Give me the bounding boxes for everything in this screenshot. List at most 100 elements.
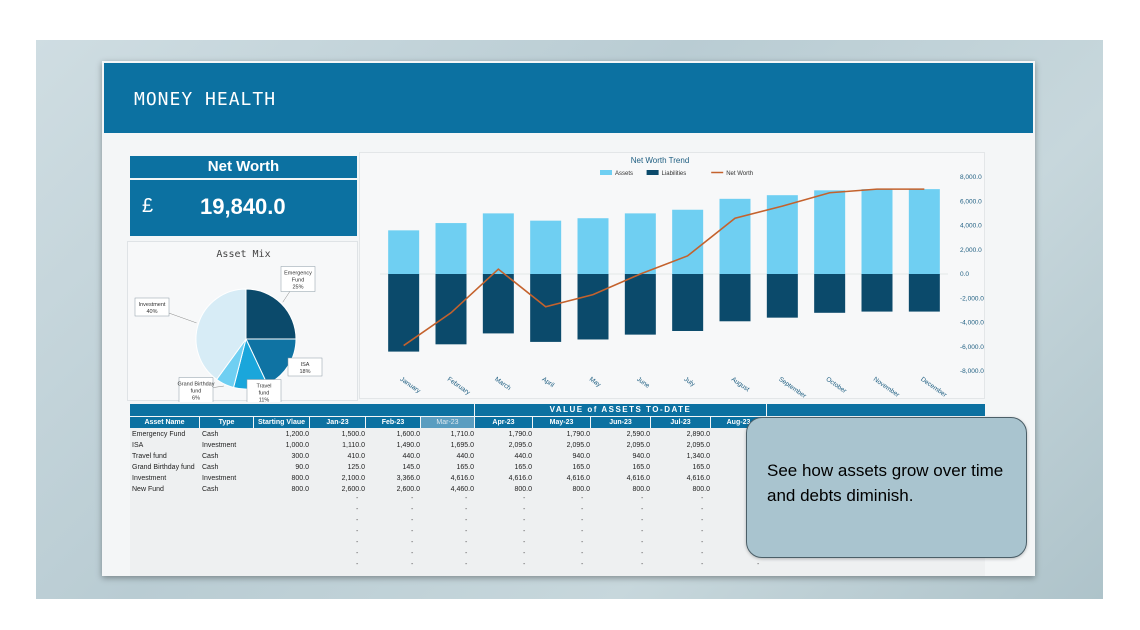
net-worth-value: 19,840.0: [200, 194, 286, 219]
column-header: Type: [200, 417, 253, 428]
empty-cell-marker: -: [701, 517, 704, 524]
empty-cell-marker: -: [411, 517, 414, 524]
liabilities-bar: [624, 274, 656, 335]
empty-cell-marker: -: [641, 528, 644, 535]
callout-box: See how assets grow over time and debts …: [746, 417, 1027, 558]
empty-cell-marker: -: [465, 517, 468, 524]
liabilities-bar: [482, 274, 514, 334]
column-header: Asset Name: [130, 417, 199, 428]
table-cell: New Fund: [132, 486, 164, 493]
empty-cell-marker: -: [581, 528, 584, 535]
table-cell: 1,200.0: [285, 431, 309, 438]
table-cell: 125.0: [347, 464, 365, 471]
table-cell: 1,110.0: [342, 442, 365, 449]
empty-cell-marker: -: [356, 506, 359, 513]
empty-cell-marker: -: [701, 506, 704, 513]
liabilities-bar: [719, 274, 751, 322]
pie-slice: [195, 288, 247, 381]
empty-cell-marker: -: [411, 506, 414, 513]
dashboard-sheet: MONEY HEALTH Net Worth £ 19,840.0 Asset …: [102, 61, 1035, 576]
empty-cell-marker: -: [701, 550, 704, 557]
banner-title: MONEY HEALTH: [134, 89, 277, 110]
empty-cell-marker: -: [523, 506, 526, 513]
column-header: Jan-23: [310, 417, 365, 428]
empty-cell-marker: -: [581, 539, 584, 546]
table-cell: 1,600.0: [396, 431, 420, 438]
table-cell: 4,616.0: [626, 475, 650, 482]
table-cell: 940.0: [632, 453, 650, 460]
x-tick-label: March: [493, 376, 512, 392]
empty-cell-marker: -: [701, 561, 704, 568]
empty-cell-marker: -: [356, 561, 359, 568]
table-cell: 4,616.0: [450, 475, 474, 482]
empty-cell-marker: -: [581, 495, 584, 502]
y-tick-label: -4,000.0: [960, 320, 984, 327]
table-cell: 1,710.0: [450, 431, 474, 438]
table-cell: 940.0: [572, 453, 590, 460]
table-cell: Emergency Fund: [132, 431, 186, 438]
empty-cell-marker: -: [356, 517, 359, 524]
x-tick-label: October: [825, 376, 849, 395]
table-cell: Investment: [202, 442, 237, 449]
empty-cell-marker: -: [701, 495, 704, 502]
table-cell: Cash: [202, 464, 219, 471]
table-cell: 1,695.0: [450, 442, 474, 449]
table-cell: 1,500.0: [341, 431, 365, 438]
table-cell: 800.0: [572, 486, 590, 493]
table-cell: 165.0: [456, 464, 474, 471]
liabilities-bar: [766, 274, 798, 318]
empty-cell-marker: -: [757, 561, 760, 568]
table-cell: 4,460.0: [450, 486, 474, 493]
column-header: May-23: [533, 417, 590, 428]
x-tick-label: January: [399, 376, 423, 395]
x-tick-label: February: [446, 376, 472, 397]
empty-cell-marker: -: [523, 517, 526, 524]
column-header: Jun-23: [591, 417, 650, 428]
empty-cell-marker: -: [411, 528, 414, 535]
empty-cell-marker: -: [523, 539, 526, 546]
table-cell: 440.0: [456, 453, 474, 460]
pie-label-box: [134, 297, 170, 317]
y-tick-label: -8,000.0: [960, 368, 984, 375]
assets-bar: [577, 218, 609, 274]
empty-cell-marker: -: [411, 495, 414, 502]
empty-cell-marker: -: [581, 517, 584, 524]
column-header: Aug-23: [711, 417, 766, 428]
assets-bar: [530, 220, 562, 274]
y-tick-label: -2,000.0: [960, 295, 984, 302]
liabilities-bar: [577, 274, 609, 340]
empty-cell-marker: -: [523, 528, 526, 535]
asset-mix-pie: Emergency Fund 25% ISA 18% Travel fund 11% Grand…: [134, 266, 323, 405]
asset-mix-title: Asset Mix: [216, 249, 271, 260]
table-cell: 90.0: [295, 464, 309, 471]
legend-label: Net Worth: [726, 171, 753, 177]
x-tick-label: September: [777, 376, 808, 400]
empty-cell-marker: -: [356, 495, 359, 502]
empty-cell-marker: -: [641, 550, 644, 557]
y-tick-label: 8,000.0: [960, 174, 982, 181]
table-cell: ISA: [132, 442, 144, 449]
currency-symbol: £: [142, 195, 154, 217]
liabilities-bar: [861, 274, 893, 312]
table-cell: Cash: [202, 486, 219, 493]
table-cell: 2,095.0: [508, 442, 532, 449]
assets-bar: [908, 189, 940, 274]
legend-label: Liabilities: [662, 171, 687, 177]
table-cell: 800.0: [291, 486, 309, 493]
empty-cell-marker: -: [356, 528, 359, 535]
assets-bar: [482, 213, 514, 274]
table-cell: 165.0: [572, 464, 590, 471]
table-cell: 145.0: [402, 464, 420, 471]
chart-title: Net Worth Trend: [631, 156, 690, 165]
empty-cell-marker: -: [465, 539, 468, 546]
empty-cell-marker: -: [581, 550, 584, 557]
table-cell: 1,790.0: [508, 431, 532, 438]
table-cell: 1,790.0: [566, 431, 590, 438]
pie-slice: [245, 288, 297, 340]
y-tick-label: 2,000.0: [960, 247, 982, 254]
empty-cell-marker: -: [523, 561, 526, 568]
table-cell: 2,600.0: [396, 486, 420, 493]
assets-bar: [814, 190, 846, 274]
table-cell: 2,095.0: [686, 442, 710, 449]
table-cell: Cash: [202, 431, 219, 438]
